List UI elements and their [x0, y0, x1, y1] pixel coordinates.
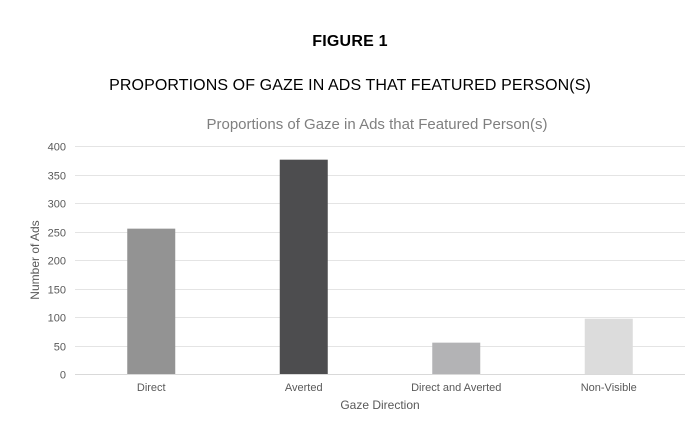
x-category-label: Direct — [137, 382, 166, 394]
bars — [127, 159, 633, 374]
y-tick-label: 250 — [48, 228, 66, 240]
y-axis-title: Number of Ads — [28, 220, 42, 299]
y-tick-label: 400 — [48, 142, 66, 154]
y-tick-label: 150 — [48, 285, 66, 297]
chart-title: Proportions of Gaze in Ads that Featured… — [206, 116, 547, 133]
bar-non-visible — [584, 318, 633, 374]
y-tick-label: 0 — [60, 370, 66, 382]
y-tick-label: 200 — [48, 256, 66, 268]
figure-heading: PROPORTIONS OF GAZE IN ADS THAT FEATURED… — [109, 77, 591, 94]
x-category-label: Direct and Averted — [411, 382, 501, 394]
x-axis-categories: Direct Averted Direct and Averted Non-Visib… — [137, 382, 637, 394]
x-category-label: Averted — [285, 382, 323, 394]
y-tick-label: 50 — [54, 342, 66, 354]
figure-label: FIGURE 1 — [312, 33, 388, 50]
y-tick-label: 300 — [48, 199, 66, 211]
bar-direct-and-averted — [432, 342, 481, 374]
x-axis-title: Gaze Direction — [340, 398, 419, 412]
y-tick-label: 350 — [48, 171, 66, 183]
bar-averted — [279, 159, 328, 374]
bar-direct — [127, 228, 176, 374]
x-category-label: Non-Visible — [581, 382, 637, 394]
gridlines — [75, 146, 685, 347]
y-axis-ticks: 0 50 100 150 200 250 300 350 400 — [48, 142, 66, 382]
y-tick-label: 100 — [48, 313, 66, 325]
